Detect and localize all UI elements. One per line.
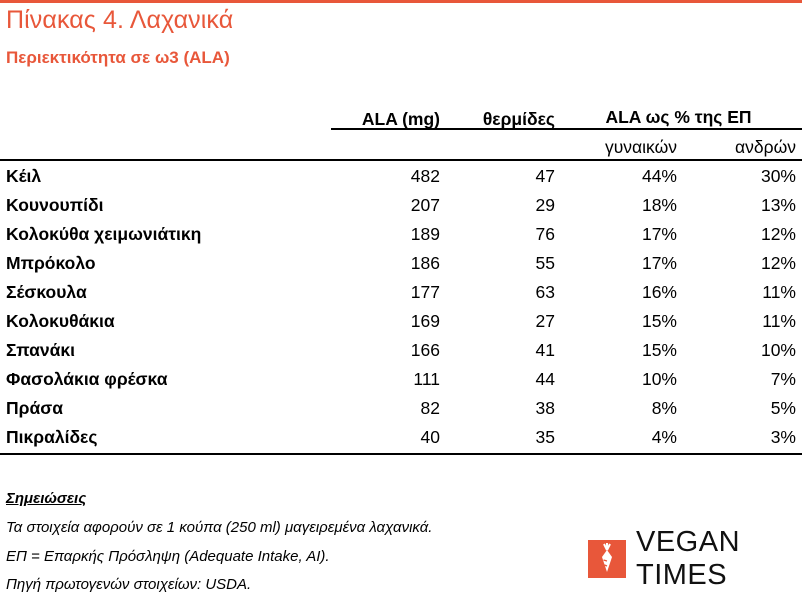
header-men: ανδρών (735, 137, 796, 157)
row-ala: 166 (410, 340, 440, 360)
row-name: Σέσκουλα (6, 282, 87, 302)
row-name: Κολοκύθα χειμωνιάτικη (6, 224, 202, 244)
row-calories: 44 (535, 369, 555, 389)
header-rule-bottom (0, 159, 802, 161)
row-calories: 29 (535, 195, 555, 215)
row-name: Σπανάκι (6, 340, 75, 360)
table-bottom-rule (0, 453, 802, 455)
top-accent-rule (0, 0, 802, 3)
row-women-pct: 16% (641, 282, 677, 302)
row-ala: 177 (410, 282, 440, 302)
row-women-pct: 8% (651, 398, 677, 418)
row-name: Μπρόκολο (6, 253, 96, 273)
note-line: ΕΠ = Επαρκής Πρόσληψη (Adequate Intake, … (6, 548, 330, 565)
row-men-pct: 30% (760, 166, 796, 186)
row-women-pct: 17% (641, 253, 677, 273)
page-title: Πίνακας 4. Λαχανικά (6, 6, 234, 34)
logo-text: VEGAN TIMES (636, 526, 741, 591)
row-women-pct: 18% (641, 195, 677, 215)
row-men-pct: 12% (760, 224, 796, 244)
row-ala: 82 (420, 398, 440, 418)
row-ala: 40 (420, 427, 440, 447)
page-subtitle: Περιεκτικότητα σε ω3 (ALA) (6, 48, 230, 67)
row-men-pct: 5% (770, 398, 796, 418)
row-women-pct: 4% (651, 427, 677, 447)
row-men-pct: 3% (770, 427, 796, 447)
row-ala: 111 (413, 369, 440, 389)
note-line: Τα στοιχεία αφορούν σε 1 κούπα (250 ml) … (6, 519, 433, 536)
row-name: Φασολάκια φρέσκα (6, 369, 168, 389)
row-calories: 41 (535, 340, 555, 360)
row-women-pct: 17% (641, 224, 677, 244)
row-calories: 38 (535, 398, 555, 418)
header-rule-top (331, 128, 802, 130)
row-men-pct: 11% (762, 311, 796, 331)
row-calories: 55 (535, 253, 555, 273)
row-men-pct: 10% (760, 340, 796, 360)
row-calories: 63 (535, 282, 555, 302)
row-women-pct: 10% (641, 369, 677, 389)
row-men-pct: 12% (760, 253, 796, 273)
header-calories: θερμίδες (482, 109, 555, 129)
header-ala: ALA (mg) (361, 109, 440, 129)
row-calories: 27 (535, 311, 555, 331)
row-men-pct: 7% (770, 369, 796, 389)
row-ala: 482 (410, 166, 440, 186)
row-name: Πράσα (6, 398, 63, 418)
row-women-pct: 15% (641, 311, 677, 331)
row-women-pct: 44% (641, 166, 677, 186)
row-ala: 169 (410, 311, 440, 331)
row-women-pct: 15% (641, 340, 677, 360)
row-men-pct: 11% (762, 282, 796, 302)
row-ala: 186 (410, 253, 440, 273)
row-calories: 47 (535, 166, 555, 186)
header-women: γυναικών (604, 137, 677, 157)
row-men-pct: 13% (760, 195, 796, 215)
vegan-times-logo: VEGAN TIMES (588, 526, 802, 591)
notes-title: Σημειώσεις (6, 490, 87, 507)
row-calories: 35 (535, 427, 555, 447)
header-pct: ALA ως % της ΕΠ (605, 107, 752, 127)
row-name: Κουνουπίδι (6, 195, 104, 215)
carrot-icon (588, 540, 626, 578)
row-ala: 189 (410, 224, 440, 244)
row-calories: 76 (535, 224, 555, 244)
row-name: Κολοκυθάκια (6, 311, 115, 331)
note-line: Πηγή πρωτογενών στοιχείων: USDA. (6, 576, 252, 593)
row-ala: 207 (410, 195, 440, 215)
row-name: Πικραλίδες (6, 427, 98, 447)
row-name: Κέιλ (6, 166, 42, 186)
